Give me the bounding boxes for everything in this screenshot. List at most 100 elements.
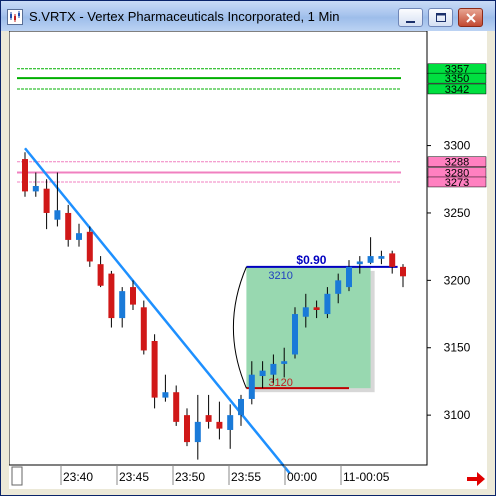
candle-body	[205, 415, 212, 422]
x-tick-label: 23:55	[231, 470, 261, 484]
x-tick-label: 23:50	[175, 470, 205, 484]
candle-body	[151, 341, 158, 398]
candle[interactable]	[227, 404, 234, 449]
candle-body	[302, 307, 309, 317]
plot-frame	[8, 30, 428, 466]
candle-body	[173, 392, 180, 422]
candle-body	[119, 291, 126, 319]
measure-bracket	[232, 266, 247, 389]
candle[interactable]	[346, 260, 352, 292]
candle-body	[238, 398, 244, 416]
candle-body	[367, 256, 374, 263]
candle[interactable]	[194, 394, 201, 460]
y-tick-label: 3150	[444, 341, 471, 355]
candle[interactable]	[216, 401, 223, 440]
trendline[interactable]	[24, 147, 291, 474]
candle[interactable]	[302, 293, 309, 328]
candle-body	[108, 273, 115, 319]
candle-body	[54, 210, 61, 220]
close-button[interactable]	[458, 8, 483, 27]
level-box-label: 3342	[445, 84, 469, 96]
level-box-label: 3350	[445, 73, 469, 85]
candle[interactable]	[22, 152, 28, 197]
candle[interactable]	[378, 250, 385, 265]
level-box-label: 3273	[445, 177, 469, 189]
candle-body	[43, 188, 50, 213]
candle[interactable]	[238, 394, 244, 426]
candle[interactable]	[335, 273, 342, 304]
x-tick-label: 00:00	[287, 470, 317, 484]
candle-body	[313, 307, 320, 310]
candle-body	[184, 415, 190, 443]
level-box-3288[interactable]	[427, 156, 487, 167]
candle[interactable]	[65, 204, 72, 247]
candle-body	[227, 415, 234, 430]
candle[interactable]	[324, 287, 331, 319]
candle[interactable]	[248, 361, 255, 405]
candle[interactable]	[259, 361, 266, 389]
candle[interactable]	[173, 385, 180, 426]
candle-body	[65, 212, 72, 240]
measure-bottom-label: 3120	[268, 377, 292, 389]
candle-body	[356, 261, 363, 265]
candle-body	[97, 264, 104, 286]
minimize-button[interactable]	[398, 8, 423, 27]
candle[interactable]	[108, 270, 115, 328]
candle[interactable]	[119, 287, 126, 328]
x-tick-label: 23:45	[119, 470, 149, 484]
candle[interactable]	[292, 307, 298, 359]
candle[interactable]	[43, 179, 50, 230]
level-box-3273[interactable]	[427, 176, 487, 188]
x-tick-label: 11-00:05	[343, 470, 390, 484]
maximize-icon	[436, 13, 446, 22]
candle[interactable]	[184, 408, 190, 447]
maximize-button[interactable]	[428, 8, 453, 27]
candle[interactable]	[356, 256, 363, 274]
candle[interactable]	[54, 172, 61, 227]
title-bar[interactable]: S.VRTX - Vertex Pharmaceuticals Incorpor…	[1, 1, 495, 31]
candle[interactable]	[400, 264, 406, 288]
candle-body	[140, 307, 147, 351]
candle[interactable]	[140, 300, 147, 355]
app-chart-icon	[7, 9, 23, 25]
candle[interactable]	[130, 280, 136, 310]
candle[interactable]	[151, 334, 158, 409]
measure-delta-label: $0.90	[296, 253, 326, 267]
level-box-label: 3357	[445, 64, 469, 76]
level-box-label: 3288	[445, 157, 469, 169]
window-title: S.VRTX - Vertex Pharmaceuticals Incorpor…	[29, 9, 340, 24]
candle[interactable]	[76, 223, 82, 247]
measure-top-label: 3210	[268, 270, 292, 282]
candle[interactable]	[86, 226, 93, 267]
scroll-handle[interactable]	[11, 466, 23, 486]
candle[interactable]	[205, 394, 212, 429]
candle[interactable]	[97, 256, 104, 288]
candle-body	[335, 280, 342, 294]
candle-body	[259, 370, 266, 377]
candle-body	[162, 392, 169, 398]
candle[interactable]	[389, 250, 396, 274]
level-box-3342[interactable]	[427, 83, 487, 95]
candle-body	[86, 231, 93, 262]
candle[interactable]	[367, 237, 374, 265]
level-box-3350[interactable]	[427, 72, 487, 84]
candle[interactable]	[162, 374, 169, 402]
candle-body	[346, 266, 352, 288]
candle[interactable]	[270, 354, 277, 383]
candle[interactable]	[281, 347, 288, 378]
candle-body	[281, 361, 288, 364]
candle-body	[194, 421, 201, 443]
candle-body	[248, 374, 255, 399]
close-icon	[466, 13, 476, 23]
chart-area[interactable]: 3210 3120 $0.90 3300 3250 3200 3150 3100 3357 3…	[8, 30, 487, 489]
candle-body	[324, 293, 331, 315]
y-tick-label: 3250	[444, 206, 471, 220]
candle[interactable]	[313, 300, 320, 319]
scroll-right-arrow-icon[interactable]	[467, 472, 485, 486]
y-tick-label: 3100	[444, 408, 471, 422]
candle-body	[130, 287, 136, 305]
x-tick-label: 23:40	[63, 470, 93, 484]
candle[interactable]	[32, 172, 39, 197]
